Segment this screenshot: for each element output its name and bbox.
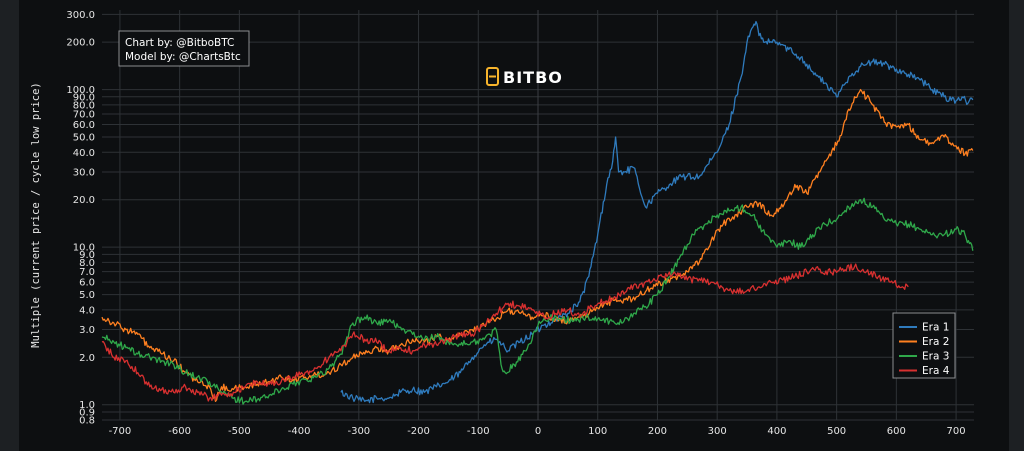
x-tick-label: 100 [588,426,607,437]
brand-name: BITBO [503,68,563,87]
chart-frame: 0.8 0.9 1.0 2.0 3.0 4.0 5.0 6.0 7.0 8.0 9.0 10.0 20.… [19,0,1009,451]
y-tick-label: 4.0 [79,305,95,316]
credits-box: Chart by: @BitboBTC Model by: @ChartsBtc [118,30,250,67]
x-tick-label: 200 [648,426,667,437]
series-line-era-1 [340,20,974,404]
y-tick-label: 80.0 [73,100,95,111]
y-tick-label: 90.0 [73,92,95,103]
series-line-era-4 [101,263,909,402]
series-lines [101,20,974,405]
x-tick-label: 500 [827,426,846,437]
y-tick-label: 70.0 [73,110,95,121]
y-tick-label: 100.0 [66,85,95,96]
y-axis-label: Multiple (current price / cycle low pric… [30,82,42,348]
y-tick-label: 8.0 [79,258,95,269]
credit-model-by: Model by: @ChartsBtc [125,51,241,63]
y-tick-label: 1.0 [79,400,95,411]
x-tick-label: -100 [467,426,490,437]
y-tick-label: 200.0 [66,38,95,49]
credit-chart-by: Chart by: @BitboBTC [125,37,234,49]
y-tick-label: 0.9 [79,407,95,418]
y-tick-label: 0.8 [79,416,95,427]
y-tick-label: 300.0 [66,10,95,21]
y-tick-label: 3.0 [79,325,95,336]
x-tick-label: 400 [767,426,786,437]
brand-logo: BITBO [486,67,563,87]
grid [102,10,974,421]
x-tick-label: -500 [228,426,251,437]
series-line-era-3 [101,197,974,405]
y-tick-label: 20.0 [73,195,95,206]
legend-label: Era 3 [922,351,949,363]
y-tick-label: 60.0 [73,120,95,131]
y-tick-label: 50.0 [73,133,95,144]
y-tick-label: 5.0 [79,290,95,301]
y-tick-label: 10.0 [73,243,95,254]
series-line-era-2 [101,88,974,403]
legend-label: Era 2 [922,336,949,348]
x-tick-label: -700 [109,426,132,437]
y-tick-label: 2.0 [79,353,95,364]
y-tick-label: 7.0 [79,267,95,278]
x-tick-labels: -700 -600 -500 -400 -300 -200 -100 0 100 200 300 40… [109,426,966,437]
y-tick-label: 6.0 [79,278,95,289]
x-tick-label: 300 [708,426,727,437]
x-tick-label: 600 [887,426,906,437]
x-tick-label: 700 [947,426,966,437]
multiple-line-chart: 0.80.91.0 2.0 3.0 4.0 5.06.07.08.09.010.0 20.… [30,10,974,437]
x-tick-label: -300 [347,426,370,437]
y-tick-label: 30.0 [73,167,95,178]
y-tick-labels: 0.80.91.0 2.0 3.0 4.0 5.06.07.08.09.010.0 20.… [66,10,95,427]
bitcoin-b-logo-icon [486,67,499,86]
x-tick-label: -600 [168,426,191,437]
legend: Era 1 Era 2 Era 3 Era 4 [892,312,956,379]
y-tick-label: 9.0 [79,250,95,261]
legend-label: Era 1 [922,322,949,334]
x-tick-label: -200 [407,426,430,437]
y-tick-label: 40.0 [73,148,95,159]
x-tick-label: -400 [288,426,311,437]
legend-label: Era 4 [922,365,950,377]
x-tick-label: 0 [535,426,541,437]
